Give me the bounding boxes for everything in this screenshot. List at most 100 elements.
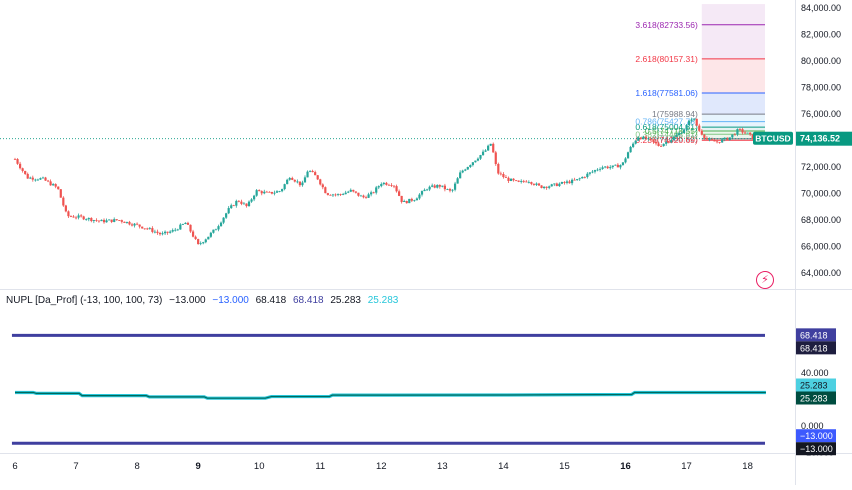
candle-body [545, 186, 548, 188]
candle-body [44, 177, 47, 181]
last-price-label: 74,136.52 [800, 134, 840, 144]
candle-body [186, 222, 190, 225]
fib-level-label: 0.618(75004.81) [635, 122, 698, 132]
indicator-value-4: 68.418 [292, 295, 324, 306]
candle-body [568, 181, 571, 184]
lower-value-label-bg [796, 429, 836, 443]
candle-body [232, 205, 235, 207]
candle-body [242, 203, 246, 205]
candle-body [614, 164, 617, 166]
candle-body [418, 194, 421, 199]
candle-body [527, 182, 530, 183]
candle-body [726, 137, 729, 140]
lightning-icon[interactable]: ⚡ [756, 271, 774, 289]
candle-body [100, 219, 103, 222]
candle-body [95, 220, 98, 221]
candle-body [240, 201, 243, 204]
candle-body [604, 166, 607, 168]
candle-body [153, 231, 157, 233]
candle-body [207, 236, 210, 240]
fib-level-label: 1.618(77581.06) [635, 88, 698, 98]
price-tick-label: 82,000.00 [801, 30, 841, 40]
price-tick-label: 76,000.00 [801, 109, 841, 119]
time-tick-label: 14 [498, 461, 509, 472]
upper-value-label-2-bg [796, 341, 836, 355]
candle-body [619, 165, 622, 168]
candle-body [54, 184, 57, 187]
candle-body [171, 230, 174, 232]
candle-body [133, 223, 136, 226]
indicator-legend[interactable]: NUPL [Da_Prof] (-13, 100, 100, 73) −13.0… [6, 295, 402, 306]
candle-body [662, 143, 665, 147]
candle-body [16, 159, 19, 164]
indicator-name[interactable]: NUPL [Da_Prof] (-13, 100, 100, 73) [6, 295, 163, 306]
price-tick-label: 64,000.00 [801, 268, 841, 278]
candle-body [21, 168, 24, 171]
fib-level-label: 0.382(74468.61) [635, 129, 698, 139]
candle-body [578, 178, 581, 180]
last-price-label-bg [796, 131, 852, 146]
candle-body [555, 183, 558, 187]
candle-body [105, 220, 108, 223]
candle-body [364, 197, 368, 199]
candle-body [118, 220, 121, 221]
candle-body [303, 177, 307, 183]
candle-body [130, 224, 134, 226]
symbol-label: BTCUSD [755, 134, 790, 144]
upper-value-label-2: 68.418 [800, 343, 828, 353]
candle-body [456, 178, 459, 184]
candle-body [120, 220, 123, 222]
candle-body [69, 216, 73, 217]
upper-value-label-bg [796, 328, 836, 342]
candle-body [336, 194, 340, 195]
candle-body [441, 185, 444, 187]
candle-body [433, 185, 436, 188]
candle-body [471, 162, 474, 166]
candle-body [403, 201, 406, 202]
indicator-value-5: 25.283 [330, 295, 361, 306]
candle-body [657, 143, 660, 147]
candle-body [255, 190, 258, 196]
current-value-label: 25.283 [800, 381, 828, 391]
candle-body [29, 177, 32, 179]
fib-band [701, 127, 765, 131]
candle-body [39, 178, 42, 180]
candle-body [443, 185, 446, 190]
time-tick-label: 11 [315, 461, 325, 472]
candle-body [202, 242, 205, 244]
candle-body [705, 138, 708, 140]
candle-body [247, 201, 251, 207]
candle-body [497, 164, 500, 174]
candle-body [677, 133, 681, 136]
time-tick-label: 12 [376, 461, 387, 472]
indicator-tick-label: 40.000 [801, 368, 829, 378]
time-tick-label: 16 [620, 461, 631, 472]
candle-body [693, 118, 696, 120]
candle-body [464, 169, 467, 171]
candle-body [57, 186, 60, 190]
candle-body [334, 194, 337, 196]
fib-level-label: 0.786(75427.78) [635, 117, 698, 127]
candle-body [253, 195, 256, 200]
candle-body [141, 226, 144, 229]
candle-body [125, 221, 129, 223]
candle-body [311, 170, 314, 173]
candle-body [260, 191, 263, 194]
fib-band [701, 130, 765, 135]
candle-body [181, 224, 184, 225]
fib-level-label: 2.618(80157.31) [635, 54, 698, 64]
candle-body [665, 141, 668, 144]
candle-body [74, 217, 78, 219]
fib-level-label: 0.236(74020.69) [635, 135, 698, 145]
candle-body [77, 215, 80, 218]
candle-body [80, 215, 83, 217]
candle-body [31, 177, 34, 180]
candle-body [138, 224, 141, 227]
candle-body [288, 177, 291, 180]
candle-body [194, 236, 197, 240]
candle-body [146, 228, 149, 230]
candle-body [329, 194, 332, 196]
candle-body [576, 179, 579, 181]
